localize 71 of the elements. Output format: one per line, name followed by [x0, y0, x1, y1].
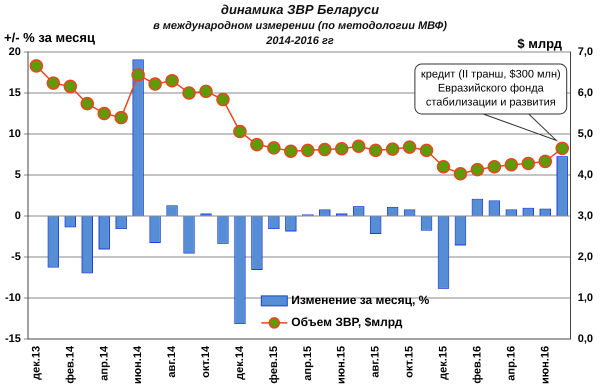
- point: [386, 142, 400, 156]
- point: [420, 144, 434, 158]
- y2-tick-label: 5,0: [578, 128, 594, 140]
- y2-tick-label: 6,0: [578, 87, 594, 100]
- point: [30, 59, 44, 73]
- x-tick-label: июн.16: [539, 346, 552, 384]
- point: [318, 142, 332, 156]
- y2-tick-label: 0,0: [578, 332, 594, 345]
- x-tick-label: апр.15: [302, 346, 314, 381]
- point: [470, 162, 484, 176]
- point: [250, 138, 264, 152]
- legend-label: Объем ЗВР, $млрд: [291, 315, 403, 330]
- y2-tick-label: 3,0: [578, 210, 594, 222]
- point: [436, 160, 450, 174]
- point: [555, 142, 569, 156]
- point: [97, 106, 111, 120]
- legend-label: Изменение за месяц, %: [291, 293, 430, 308]
- x-tick-label: дек.13: [30, 346, 42, 380]
- point: [114, 110, 128, 124]
- point: [504, 158, 518, 172]
- x-tick-label: авг.15: [370, 346, 382, 378]
- x-tick-label: апр.16: [505, 346, 518, 381]
- point: [538, 154, 552, 168]
- x-tick-label: апр.14: [98, 345, 110, 381]
- point: [368, 144, 382, 158]
- point: [267, 141, 281, 155]
- y-tick-label: 10: [8, 128, 21, 140]
- point: [454, 166, 468, 180]
- point: [216, 92, 230, 106]
- chart-title: динамика ЗВР Беларуси: [220, 2, 380, 17]
- x-tick-label: фев.15: [268, 346, 280, 384]
- y2-tick-label: 4,0: [578, 168, 594, 181]
- point: [233, 124, 247, 138]
- x-tick-label: фев.14: [64, 345, 76, 384]
- x-tick-label: авг.14: [166, 345, 178, 378]
- y-tick-label: 15: [8, 87, 21, 100]
- point: [46, 76, 60, 90]
- y2-tick-label: 7,0: [578, 46, 594, 58]
- x-tick-label: июн.14: [132, 345, 144, 384]
- y-tick-label: -5: [11, 250, 21, 263]
- x-tick-label: окт.15: [404, 346, 416, 378]
- y-tick-label: 20: [8, 46, 21, 58]
- y-tick-label: 0: [14, 210, 21, 222]
- point: [148, 77, 162, 91]
- point: [402, 140, 416, 154]
- x-tick-label: дек.15: [438, 346, 450, 380]
- y2-tick-label: 2,0: [578, 250, 594, 263]
- point: [522, 156, 536, 170]
- y2-axis-title: $ млрд: [517, 36, 562, 51]
- point: [165, 74, 179, 88]
- x-tick-label: дек.14: [234, 345, 246, 380]
- x-tick-label: фев.16: [471, 346, 484, 384]
- point: [131, 68, 145, 82]
- x-tick-label: июн.15: [336, 346, 348, 384]
- point: [301, 144, 315, 158]
- chart-subtitle: в международном измерении (по методологии МВФ) 2014-2016 гг: [152, 19, 448, 49]
- point: [182, 86, 196, 100]
- point: [199, 84, 213, 98]
- y-tick-label: -10: [4, 292, 21, 304]
- point: [80, 96, 94, 110]
- point: [284, 144, 298, 158]
- point: [64, 80, 78, 94]
- y-tick-label: 5: [14, 168, 21, 181]
- x-tick-label: окт.14: [200, 345, 212, 378]
- point: [334, 142, 348, 156]
- y-axis-title: +/- % за месяц: [4, 30, 95, 45]
- point: [488, 160, 502, 174]
- point: [352, 140, 366, 154]
- annotation: кредит (II транш, $300 млн) Евразийского фонда стабилизации и развития: [420, 68, 561, 109]
- y2-tick-label: 1,0: [578, 292, 594, 304]
- y-tick-label: -15: [4, 332, 21, 345]
